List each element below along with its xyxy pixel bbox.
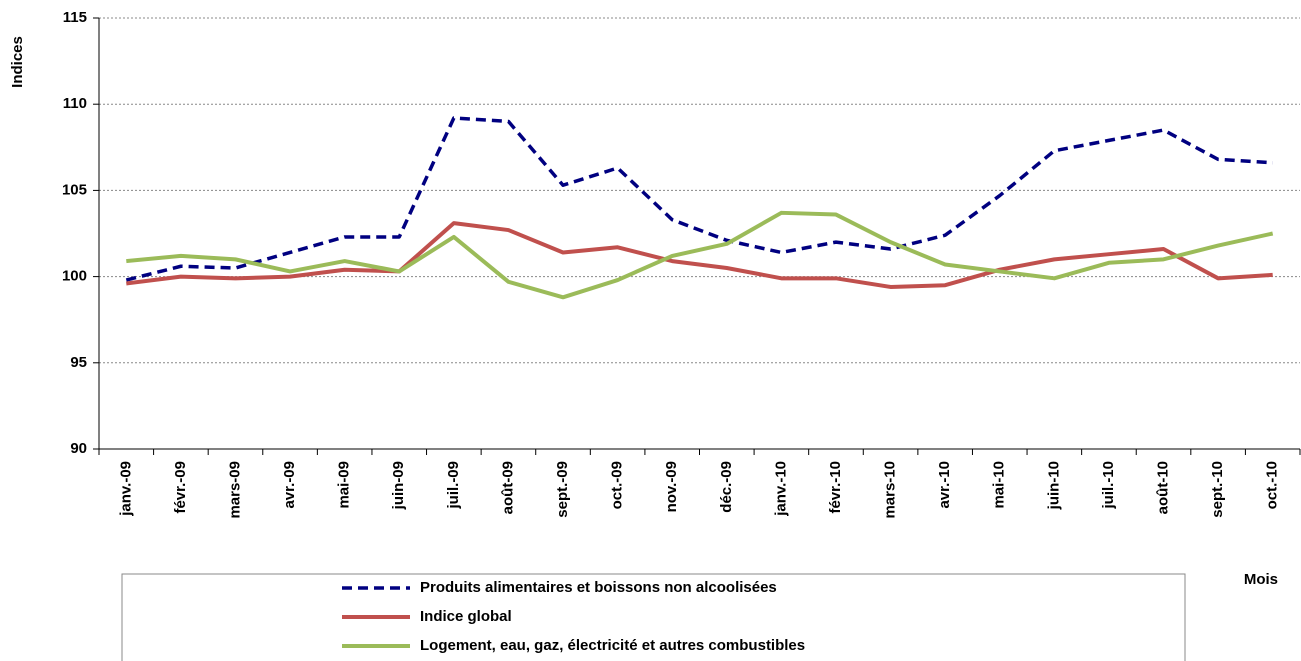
x-tick-label: mars-10	[882, 461, 899, 519]
series-line	[126, 221, 1273, 289]
x-tick-label: sept.-09	[554, 461, 571, 518]
x-tick-label: mars-09	[226, 461, 243, 519]
x-tick-label: oct.-09	[609, 461, 626, 509]
x-tick-label: janv.-10	[772, 461, 789, 517]
legend-label: Indice global	[420, 608, 512, 625]
x-tick-label: juil.-10	[1100, 461, 1117, 510]
legend-label: Logement, eau, gaz, électricité et autre…	[420, 637, 805, 654]
x-tick-label: avr.-09	[281, 461, 298, 509]
y-tick-label: 90	[70, 440, 87, 457]
x-tick-label: juin-09	[390, 461, 407, 510]
series-line	[125, 116, 1273, 282]
x-tick-label: déc.-09	[718, 461, 735, 513]
x-tick-label: juil.-09	[445, 461, 462, 510]
y-tick-label: 95	[70, 354, 87, 371]
x-tick-label: févr.-10	[827, 461, 844, 514]
series-line	[126, 210, 1274, 300]
x-tick-label: févr.-09	[172, 461, 189, 514]
legend-label: Produits alimentaires et boissons non al…	[420, 579, 777, 596]
y-tick-label: 100	[62, 268, 87, 285]
x-tick-label: juin-10	[1045, 461, 1062, 510]
y-tick-label: 110	[63, 95, 87, 112]
x-tick-label: nov.-09	[663, 461, 680, 512]
x-tick-label: avr.-10	[936, 461, 953, 509]
x-tick-label: mai-09	[336, 461, 353, 509]
y-tick-label: 115	[63, 9, 87, 26]
legend-box	[121, 573, 1186, 661]
x-tick-label: mai-10	[991, 461, 1008, 509]
x-tick-label: août-10	[1154, 461, 1171, 514]
x-tick-label: janv.-09	[117, 461, 134, 517]
x-tick-label: août-09	[499, 461, 516, 514]
x-tick-label: oct.-10	[1264, 461, 1281, 509]
y-axis-title: Indices	[9, 36, 26, 88]
x-axis-title: Mois	[1244, 571, 1278, 588]
x-tick-label: sept.-10	[1209, 461, 1226, 518]
y-tick-label: 105	[62, 181, 87, 198]
